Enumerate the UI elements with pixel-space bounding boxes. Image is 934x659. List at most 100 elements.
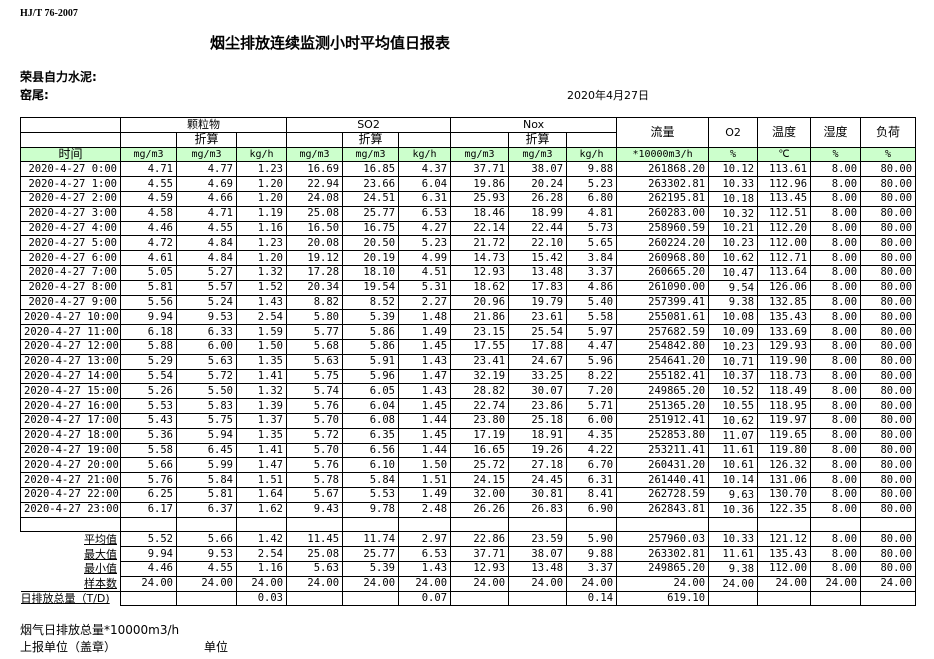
hourly-report-table: 颗粒物 SO2 Nox 流量 O2 温度 湿度 负荷 折算 折算 折算	[20, 117, 917, 607]
value-cell: 5.75	[176, 412, 237, 429]
summary-row: 样本数 24.00 24.00 24.00 24.00 24.00 24.00 24.00 24…	[20, 575, 917, 592]
empty-cell	[810, 516, 862, 533]
value-cell: 80.00	[860, 427, 917, 444]
header-row-groups: 颗粒物 SO2 Nox 流量 O2 温度 湿度 负荷	[20, 117, 917, 148]
value-cell: 1.44	[398, 442, 452, 459]
unit-cell: mg/m3	[450, 146, 510, 163]
value-cell: 24.15	[450, 472, 510, 488]
time-cell: 2020-4-27 17:00	[20, 412, 121, 429]
value-cell: 2.97	[398, 531, 452, 548]
value-cell: 257682.59	[616, 324, 710, 340]
value-cell: 135.43	[757, 546, 812, 562]
table-row: 2020-4-27 4:00 4.46 4.55 1.16 16.50 16.75 4.27…	[20, 220, 917, 237]
value-cell: 23.41	[450, 353, 510, 370]
value-cell: 10.36	[708, 501, 759, 518]
time-cell: 2020-4-27 8:00	[20, 279, 121, 296]
value-cell: 7.20	[566, 383, 618, 400]
value-cell: 6.18	[120, 324, 177, 340]
value-cell	[810, 590, 862, 607]
value-cell: 1.51	[398, 472, 452, 488]
header-cell-empty	[120, 131, 177, 148]
value-cell: 126.32	[757, 457, 812, 474]
value-cell: 1.41	[235, 442, 288, 459]
value-cell: 20.19	[342, 250, 400, 266]
value-cell: 1.43	[398, 383, 452, 400]
value-cell: 1.50	[398, 457, 452, 474]
unit-label: 单位	[204, 640, 229, 654]
value-cell: 9.94	[120, 309, 177, 326]
unit-cell: kg/h	[235, 146, 288, 163]
value-cell: 1.35	[235, 353, 288, 370]
table-row: 2020-4-27 23:00 6.17 6.37 1.62 9.43 9.78 2.48 2…	[20, 501, 917, 518]
value-cell: 25.72	[450, 457, 510, 474]
value-cell: 30.07	[508, 383, 568, 400]
value-cell: 28.82	[450, 383, 510, 400]
value-cell: 5.84	[342, 472, 400, 488]
value-cell: 80.00	[860, 220, 917, 237]
value-cell: 4.55	[120, 176, 177, 192]
value-cell: 121.12	[757, 531, 812, 548]
value-cell: 122.35	[757, 501, 812, 518]
empty-cell	[616, 516, 710, 533]
value-cell: 5.96	[342, 368, 400, 385]
value-cell: 260224.20	[616, 235, 710, 252]
value-cell	[757, 590, 812, 607]
table-row: 2020-4-27 17:00 5.43 5.75 1.37 5.70 6.08 1.44 2…	[20, 412, 917, 429]
table-row: 2020-4-27 3:00 4.58 4.71 1.19 25.08 25.77 6.53…	[20, 205, 917, 222]
value-cell: 10.32	[708, 205, 759, 222]
value-cell: 32.00	[450, 486, 510, 503]
value-cell: 6.17	[120, 501, 177, 518]
value-cell: 24.00	[342, 575, 400, 592]
value-cell: 21.72	[450, 235, 510, 252]
value-cell: 260968.80	[616, 250, 710, 266]
value-cell: 8.00	[810, 264, 862, 281]
value-cell: 19.79	[508, 294, 568, 311]
value-cell: 5.72	[286, 427, 344, 444]
value-cell: 261440.41	[616, 472, 710, 488]
value-cell: 262728.59	[616, 486, 710, 503]
header-so2-converted: 折算	[342, 131, 400, 148]
value-cell: 80.00	[860, 442, 917, 459]
value-cell: 10.62	[708, 412, 759, 429]
value-cell: 5.40	[566, 294, 618, 311]
value-cell: 5.76	[286, 457, 344, 474]
value-cell: 8.00	[810, 338, 862, 355]
value-cell: 25.93	[450, 190, 510, 207]
time-cell: 2020-4-27 20:00	[20, 457, 121, 474]
value-cell: 5.27	[176, 264, 237, 281]
value-cell: 22.44	[508, 220, 568, 237]
value-cell: 22.94	[286, 176, 344, 192]
value-cell: 8.00	[810, 442, 862, 459]
value-cell: 11.61	[708, 546, 759, 562]
value-cell: 5.43	[120, 412, 177, 429]
value-cell: 23.61	[508, 309, 568, 326]
value-cell: 5.36	[120, 427, 177, 444]
row-label: 平均值	[20, 531, 121, 547]
value-cell: 262843.81	[616, 501, 710, 518]
value-cell: 5.58	[566, 309, 618, 326]
value-cell	[120, 590, 177, 607]
value-cell: 21.86	[450, 309, 510, 326]
value-cell: 112.20	[757, 220, 812, 237]
value-cell: 10.33	[708, 176, 759, 192]
value-cell: 8.00	[810, 398, 862, 414]
value-cell: 6.31	[566, 472, 618, 488]
value-cell: 6.37	[176, 501, 237, 518]
value-cell: 24.08	[286, 190, 344, 207]
value-cell: 8.00	[810, 235, 862, 252]
summary-row: 最大值 9.94 9.53 2.54 25.08 25.77 6.53 37.71 38.07 9…	[20, 546, 917, 562]
value-cell: 5.70	[286, 412, 344, 429]
value-cell: 8.00	[810, 560, 862, 577]
time-cell: 2020-4-27 13:00	[20, 353, 121, 370]
value-cell: 13.48	[508, 264, 568, 281]
value-cell: 8.00	[810, 472, 862, 488]
value-cell: 4.47	[566, 338, 618, 355]
value-cell: 9.38	[708, 294, 759, 311]
value-cell: 5.63	[286, 560, 344, 577]
value-cell: 255081.61	[616, 309, 710, 326]
value-cell: 9.43	[286, 501, 344, 518]
value-cell: 118.73	[757, 368, 812, 385]
value-cell: 4.84	[176, 235, 237, 252]
value-cell: 1.20	[235, 190, 288, 207]
time-cell: 2020-4-27 16:00	[20, 398, 121, 414]
